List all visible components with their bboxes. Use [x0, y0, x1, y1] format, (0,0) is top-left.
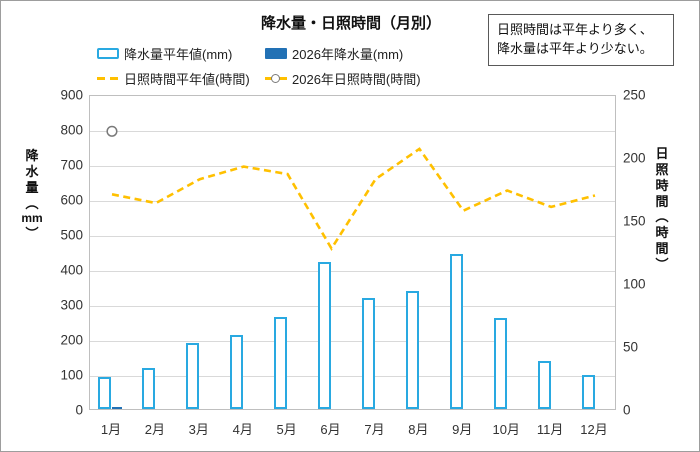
y-axis-right-title: 日照時間 ︵ 時間 ︶: [649, 146, 675, 273]
sunshine-2026-marker: [106, 125, 118, 137]
x-axis-label: 2月: [144, 422, 165, 437]
bar-precip-normal: [274, 316, 288, 409]
solid-bar-swatch-icon: [265, 48, 287, 59]
x-axis-label: 4月: [232, 422, 253, 437]
legend-label: 日照時間平年値(時間): [124, 72, 250, 87]
legend-item-precip-2026: 2026年降水量(mm): [265, 44, 403, 63]
legend-label: 2026年日照時間(時間): [292, 72, 421, 87]
axis-title-char: 照: [655, 161, 669, 177]
legend-row: 日照時間平年値(時間) 2026年日照時間(時間): [97, 66, 427, 91]
y-axis-left-tick: 500: [60, 227, 83, 243]
bar-precip-normal: [449, 253, 463, 409]
axis-title-char: mm: [21, 211, 43, 226]
axis-title-char: 水: [25, 163, 39, 179]
x-axis-label: 9月: [452, 422, 473, 437]
y-axis-right-tick: 100: [623, 276, 646, 292]
annotation-line-2: 降水量は平年より少ない。: [497, 40, 653, 56]
gridline: [90, 236, 615, 237]
bar-precip-normal: [318, 262, 332, 409]
y-axis-left-tick: 0: [75, 402, 83, 418]
y-axis-left-tick: 200: [60, 332, 83, 348]
axis-title-char: ︶: [25, 226, 39, 242]
axis-title-char: 時: [655, 225, 669, 241]
y-axis-right-tick: 50: [623, 339, 639, 355]
legend-item-precip-normal: 降水量平年値(mm): [97, 44, 265, 63]
legend-label: 2026年降水量(mm): [292, 47, 404, 62]
bar-precip-2026: [112, 407, 123, 409]
axis-title-char: ︶: [655, 257, 669, 273]
line-circle-marker-swatch-icon: [265, 74, 287, 84]
y-axis-right-tick: 0: [623, 402, 631, 418]
gridline: [90, 341, 615, 342]
x-axis-label: 5月: [276, 422, 297, 437]
axis-title-char: ︵: [25, 195, 39, 211]
x-axis-label: 6月: [320, 422, 341, 437]
gridline: [90, 166, 615, 167]
y-axis-left-tick: 900: [60, 87, 83, 103]
chart-title: 降水量・日照時間（月別）: [260, 15, 441, 32]
y-axis-right-tick: 200: [623, 150, 646, 166]
legend-label: 降水量平年値(mm): [124, 47, 233, 62]
gridline: [90, 201, 615, 202]
axis-title-char: 日: [655, 146, 669, 161]
gridline: [90, 131, 615, 132]
y-axis-right-tick: 150: [623, 213, 646, 229]
x-axis: 1月 2月 3月 4月 5月 6月 7月 8月 9月 10月 11月 12月: [89, 410, 616, 444]
y-axis-left-title: 降水量 ︵ mm ︶: [19, 148, 45, 242]
gridline: [90, 271, 615, 272]
gridline: [90, 376, 615, 377]
annotation-box: 日照時間は平年より多く、 降水量は平年より少ない。: [488, 14, 674, 66]
y-axis-left-tick: 100: [60, 367, 83, 383]
bar-precip-normal: [142, 367, 156, 409]
bar-precip-normal: [581, 375, 595, 409]
axis-title-char: 間: [655, 241, 669, 257]
bar-precip-normal: [230, 334, 244, 409]
sunshine-normal-dashed-line: [111, 147, 596, 251]
bar-precip-normal: [493, 317, 507, 409]
x-axis-label: 10月: [492, 422, 520, 437]
dashed-line-swatch-icon: [97, 77, 119, 80]
x-axis-label: 3月: [188, 422, 209, 437]
y-axis-left-tick: 600: [60, 192, 83, 208]
y-axis-left-tick: 300: [60, 297, 83, 313]
gridline: [90, 306, 615, 307]
y-axis-left-tick: 800: [60, 122, 83, 138]
y-axis-left-tick: 400: [60, 262, 83, 278]
x-axis-label: 12月: [580, 422, 608, 437]
axis-title-char: ︵: [655, 209, 669, 225]
axis-title-char: 時: [655, 177, 669, 193]
axis-title-char: 量: [25, 179, 39, 195]
legend-item-sunshine-2026: 2026年日照時間(時間): [265, 69, 421, 88]
bar-precip-normal: [537, 361, 551, 409]
y-axis-left-tick: 700: [60, 157, 83, 173]
bar-precip-normal: [186, 342, 200, 409]
y-axis-right-tick: 250: [623, 87, 646, 103]
legend-item-sunshine-normal: 日照時間平年値(時間): [97, 69, 265, 88]
axis-title-char: 間: [655, 193, 669, 209]
legend: 降水量平年値(mm) 2026年降水量(mm) 日照時間平年値(時間) 2026…: [97, 41, 427, 91]
x-axis-label: 11月: [536, 422, 564, 437]
axis-title-char: 降: [25, 148, 39, 163]
line-layer: [106, 125, 596, 251]
plot-area: [89, 95, 616, 410]
bar-precip-normal: [361, 297, 375, 409]
x-axis-label: 7月: [364, 422, 385, 437]
annotation-line-1: 日照時間は平年より多く、: [497, 22, 653, 37]
x-axis-label: 1月: [100, 422, 122, 437]
x-axis-label: 8月: [408, 422, 429, 437]
bar-precip-normal: [405, 290, 419, 409]
outlined-bar-swatch-icon: [97, 48, 119, 59]
legend-row: 降水量平年値(mm) 2026年降水量(mm): [97, 41, 427, 66]
bar-precip-normal: [98, 376, 112, 409]
